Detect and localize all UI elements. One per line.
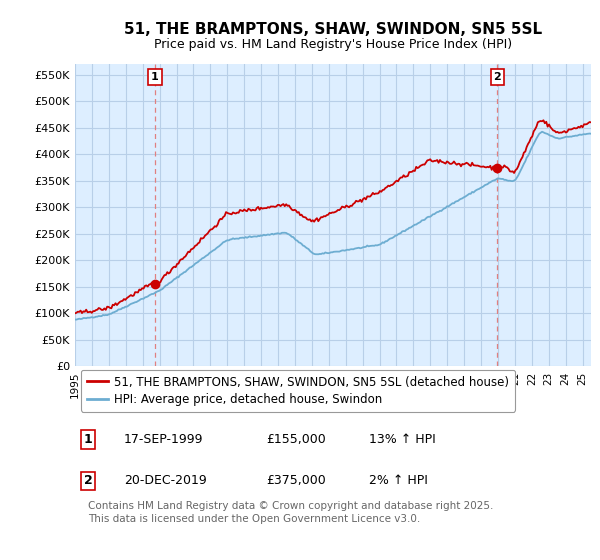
- Text: 17-SEP-1999: 17-SEP-1999: [124, 433, 203, 446]
- Text: 1: 1: [83, 433, 92, 446]
- Text: 20-DEC-2019: 20-DEC-2019: [124, 474, 207, 487]
- Text: Price paid vs. HM Land Registry's House Price Index (HPI): Price paid vs. HM Land Registry's House …: [154, 38, 512, 51]
- Text: 2: 2: [494, 72, 502, 82]
- Text: 2: 2: [83, 474, 92, 487]
- Text: £375,000: £375,000: [266, 474, 326, 487]
- Text: 51, THE BRAMPTONS, SHAW, SWINDON, SN5 5SL: 51, THE BRAMPTONS, SHAW, SWINDON, SN5 5S…: [124, 22, 542, 38]
- Legend: 51, THE BRAMPTONS, SHAW, SWINDON, SN5 5SL (detached house), HPI: Average price, : 51, THE BRAMPTONS, SHAW, SWINDON, SN5 5S…: [81, 370, 515, 412]
- Text: 2% ↑ HPI: 2% ↑ HPI: [369, 474, 428, 487]
- Text: £155,000: £155,000: [266, 433, 326, 446]
- Text: 1: 1: [151, 72, 159, 82]
- Text: 13% ↑ HPI: 13% ↑ HPI: [369, 433, 436, 446]
- Text: Contains HM Land Registry data © Crown copyright and database right 2025.
This d: Contains HM Land Registry data © Crown c…: [88, 501, 493, 524]
